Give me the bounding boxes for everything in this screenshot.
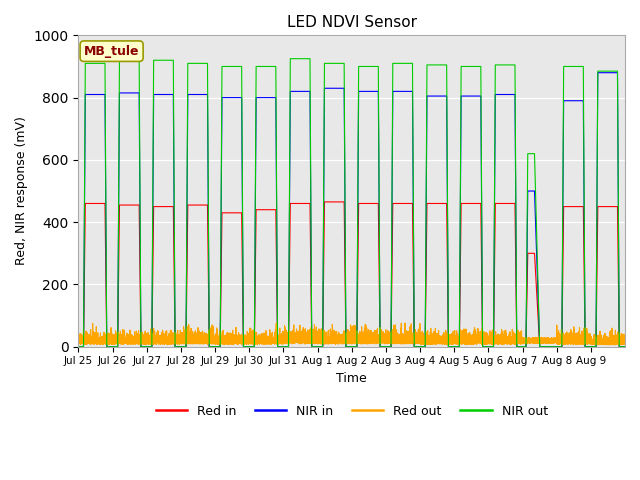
Red out: [102, 341, 109, 347]
NIR in: [75, 344, 83, 349]
Red out: [398, 338, 406, 344]
NIR out: [398, 60, 406, 66]
Line: Red in: Red in: [79, 202, 625, 347]
NIR in: [509, 92, 516, 97]
NIR in: [398, 88, 406, 94]
Line: NIR in: NIR in: [79, 72, 625, 347]
Red in: [102, 274, 109, 280]
NIR in: [273, 162, 280, 168]
Red out: [509, 331, 516, 336]
NIR out: [480, 344, 488, 349]
Legend: Red in, NIR in, Red out, NIR out: Red in, NIR in, Red out, NIR out: [150, 400, 553, 423]
NIR out: [509, 62, 516, 68]
Line: Red out: Red out: [79, 323, 625, 345]
Red out: [273, 330, 280, 336]
Red out: [621, 336, 629, 342]
NIR out: [102, 205, 109, 211]
NIR in: [480, 344, 488, 349]
NIR in: [422, 272, 429, 278]
Red in: [422, 297, 429, 303]
Red out: [607, 342, 614, 348]
NIR in: [594, 70, 602, 75]
Red out: [422, 336, 429, 341]
Red in: [273, 244, 280, 250]
Red out: [401, 320, 409, 326]
NIR out: [422, 252, 429, 258]
Title: LED NDVI Sensor: LED NDVI Sensor: [287, 15, 417, 30]
NIR out: [621, 344, 629, 349]
Red in: [75, 344, 83, 349]
NIR out: [75, 344, 83, 349]
NIR in: [102, 221, 109, 227]
NIR in: [621, 344, 629, 349]
Red in: [321, 199, 328, 205]
NIR out: [273, 151, 280, 157]
Red in: [398, 201, 406, 206]
Red in: [509, 201, 516, 206]
Red out: [480, 337, 488, 343]
Red in: [621, 344, 629, 349]
NIR out: [116, 56, 124, 61]
Red in: [480, 344, 488, 349]
Red out: [75, 339, 83, 345]
Line: NIR out: NIR out: [79, 59, 625, 347]
X-axis label: Time: Time: [337, 372, 367, 385]
Text: MB_tule: MB_tule: [84, 45, 140, 58]
Y-axis label: Red, NIR response (mV): Red, NIR response (mV): [15, 117, 28, 265]
